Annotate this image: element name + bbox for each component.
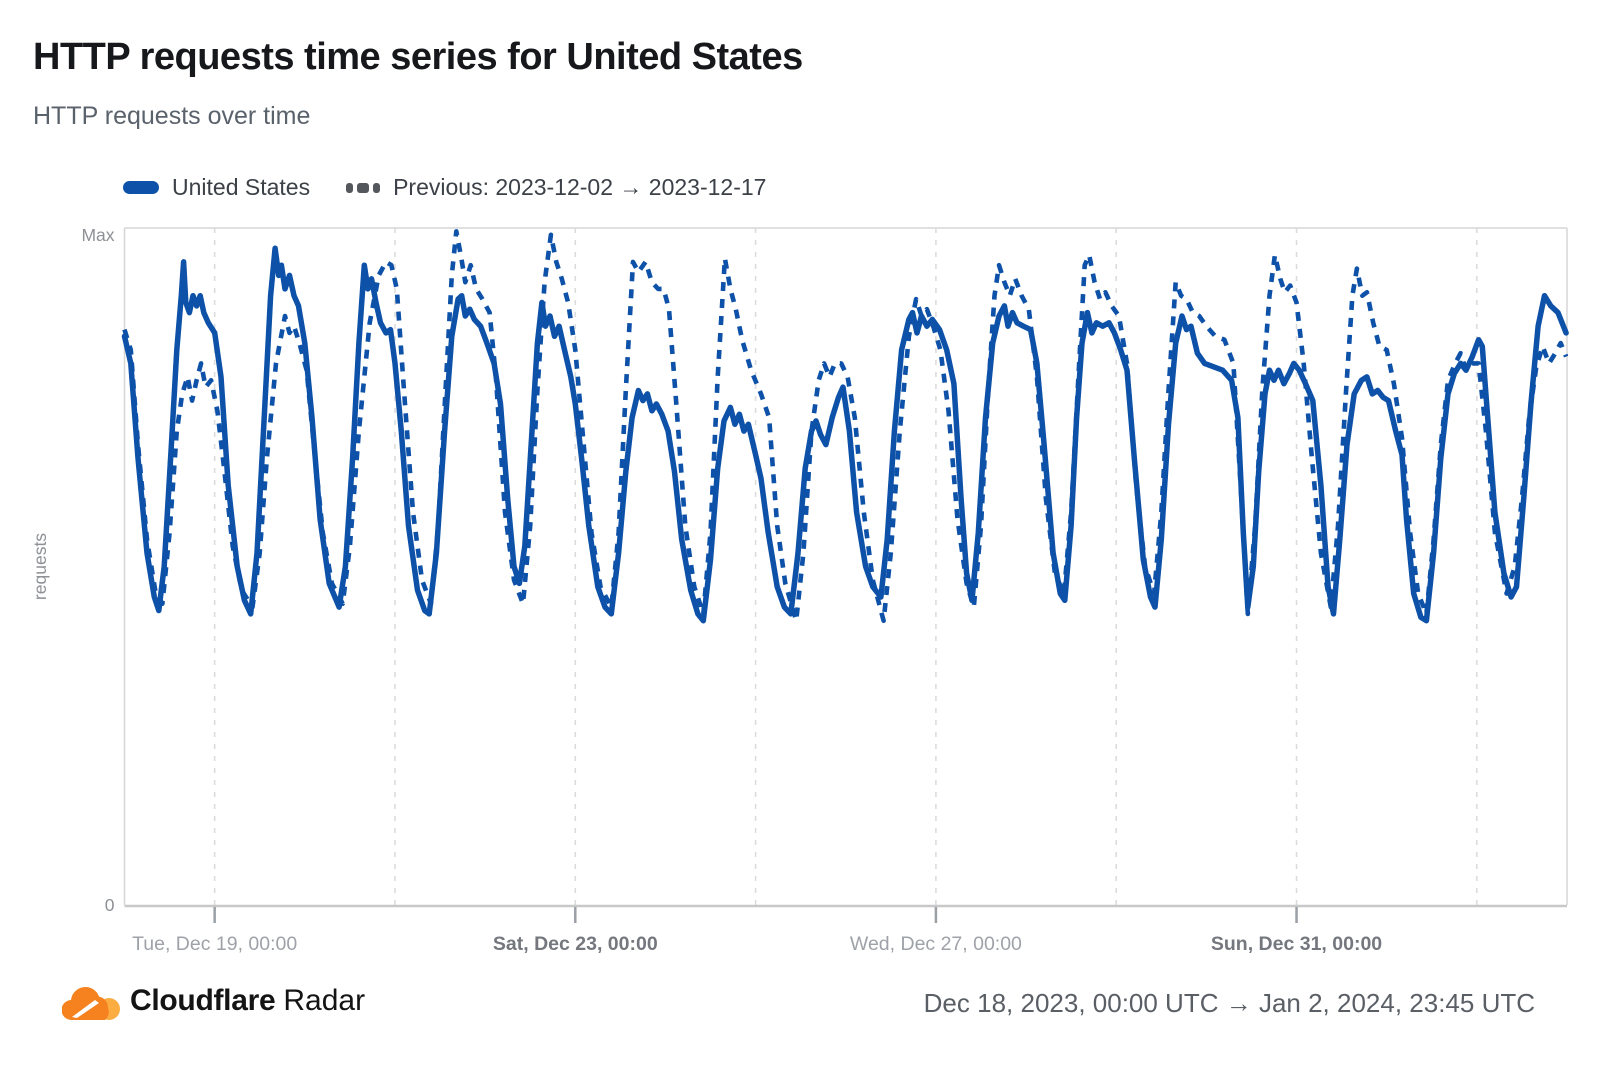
legend-item-current[interactable]: United States xyxy=(123,174,310,201)
y-zero-label: 0 xyxy=(105,895,115,915)
cloudflare-logo-icon xyxy=(62,987,120,1021)
x-tick-label: Tue, Dec 19, 00:00 xyxy=(132,933,297,955)
x-tick-label: Sun, Dec 31, 00:00 xyxy=(1211,933,1382,955)
y-axis-title: requests xyxy=(30,533,50,600)
previous-period-line xyxy=(122,229,1569,624)
legend-item-previous[interactable]: Previous: 2023-12-02 → 2023-12-17 xyxy=(346,174,766,201)
legend: United States Previous: 2023-12-02 → 202… xyxy=(123,174,766,201)
footer: Cloudflare Radar Dec 18, 2023, 00:00 UTC… xyxy=(0,972,1600,1042)
current-series-swatch-icon xyxy=(123,181,159,194)
legend-current-label: United States xyxy=(172,174,311,200)
page-title: HTTP requests time series for United Sta… xyxy=(33,36,803,78)
x-tick-label: Wed, Dec 27, 00:00 xyxy=(850,933,1022,955)
legend-previous-label: Previous: 2023-12-02 → 2023-12-17 xyxy=(393,174,767,200)
current-period-line xyxy=(121,245,1569,624)
x-tick-label: Sat, Dec 23, 00:00 xyxy=(493,933,658,955)
time-series-chart[interactable]: Tue, Dec 19, 00:00 Sat, Dec 23, 00:00 Wed,… xyxy=(0,0,1600,972)
brand-radar: Radar xyxy=(283,984,366,1017)
brand-cloudflare: Cloudflare xyxy=(130,984,276,1017)
chart-subtitle: HTTP requests over time xyxy=(33,102,311,130)
previous-series-swatch-icon xyxy=(346,182,381,193)
y-max-label: Max xyxy=(81,225,114,245)
brand: Cloudflare Radar xyxy=(130,984,365,1018)
date-range-label: Dec 18, 2023, 00:00 UTC → Jan 2, 2024, 2… xyxy=(923,988,1535,1018)
